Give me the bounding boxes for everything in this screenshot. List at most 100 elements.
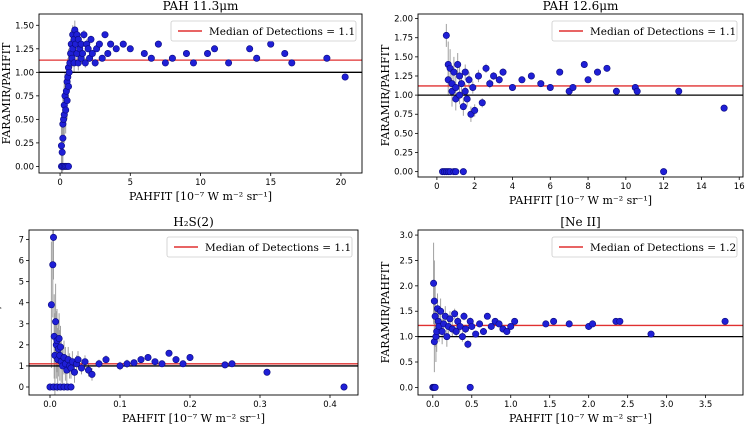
x-tick-label: 20 [336,178,347,188]
data-point [101,31,109,39]
x-tick-label: 1.5 [543,400,557,410]
y-tick-label: 1.0 [399,333,413,343]
y-tick-label: 0.75 [15,92,34,102]
data-point [437,307,445,315]
y-axis-label: FARAMIR/PAHFIT [379,44,392,146]
x-tick-label: 6 [548,182,553,192]
data-point [431,383,439,391]
data-point [107,40,115,48]
x-tick-label: 2.0 [582,400,596,410]
data-point [452,83,460,91]
data-point [487,322,495,330]
data-point [482,64,490,72]
data-point [556,68,564,76]
data-point [95,40,103,48]
x-tick-label: 0 [434,182,439,192]
legend-box [166,236,353,258]
x-tick-label: 0.0 [43,400,57,410]
data-point [65,68,73,76]
y-tick-label: 2.00 [394,15,413,25]
data-point [78,364,86,372]
data-point [476,320,484,328]
y-tick-label: 2.5 [399,256,413,266]
data-point [633,87,641,95]
data-point [64,82,72,90]
y-tick-label: 0 [19,383,24,393]
data-point [119,40,127,48]
data-point [483,312,491,320]
data-point [542,320,550,328]
data-point [147,54,155,62]
y-tick-label: 1.25 [15,45,34,55]
data-point [507,322,515,330]
y-tick-label: 0.0 [399,383,413,393]
y-axis-label: FARAMIR/PAHFIT [0,261,3,363]
data-point [438,328,446,336]
data-point [204,50,212,58]
plot-area [29,230,358,395]
data-point [71,368,79,376]
y-tick-label: 2 [19,341,24,351]
data-point [508,83,516,91]
data-point [52,318,60,326]
data-point [452,168,460,176]
y-tick-label: 1 [19,362,24,372]
x-tick-label: 14 [696,182,707,192]
plot-area [418,23,743,176]
data-point [454,61,462,69]
x-tick-label: 3.5 [699,400,713,410]
data-point [464,340,472,348]
data-point [446,315,454,323]
chart-panel-1: PAH 11.3μm 0 5 10 15 20 0.00 0.25 0.50 0.75 1.00 1.… [0,0,363,203]
y-tick-label: 3 [19,320,24,330]
data-point [211,45,219,53]
y-tick-label: 0.25 [15,139,34,149]
data-point [456,72,464,80]
data-point [462,325,470,333]
data-point [612,87,620,95]
x-axis-label: PAHFIT [10⁻⁷ W m⁻² sr⁻¹] [129,190,272,203]
y-tick-label: 5 [19,278,24,288]
data-point [451,310,459,318]
x-tick-label: 4 [510,182,515,192]
y-tick-label: 0.00 [394,168,413,178]
x-tick-label: 0.0 [426,400,440,410]
x-tick-label: 0.2 [183,400,197,410]
data-point [486,80,494,88]
data-point [62,106,70,114]
data-point [228,360,236,368]
plot-area [418,242,743,391]
data-point [466,383,474,391]
data-point [463,95,471,103]
x-tick-label: 1.0 [504,400,518,410]
data-point [281,50,289,58]
data-point [720,104,728,112]
data-point [102,356,110,364]
y-tick-label: 0.5 [399,358,413,368]
data-point [57,142,65,150]
data-point [179,360,187,368]
data-point [546,83,554,91]
data-point [246,45,254,53]
data-point [721,317,729,325]
y-tick-label: 6 [19,257,24,267]
x-tick-label: 0.1 [113,400,127,410]
data-point [168,54,176,62]
chart-title: H₂S(2) [173,215,214,229]
x-tick-label: 5 [128,178,133,188]
x-tick-label: 2.5 [621,400,635,410]
data-point [495,76,503,84]
x-tick-label: 0 [57,178,62,188]
data-point [452,328,460,336]
y-tick-label: 3.0 [399,231,413,241]
data-point [95,360,103,368]
data-point [457,80,465,88]
data-point [471,106,479,114]
x-axis-label: PAHFIT [10⁻⁷ W m⁻² sr⁻¹] [122,412,265,425]
chart-title: PAH 11.3μm [163,0,239,13]
data-point [472,330,480,338]
y-tick-label: 1.00 [15,68,34,78]
data-point [584,76,592,84]
data-point [182,50,190,58]
